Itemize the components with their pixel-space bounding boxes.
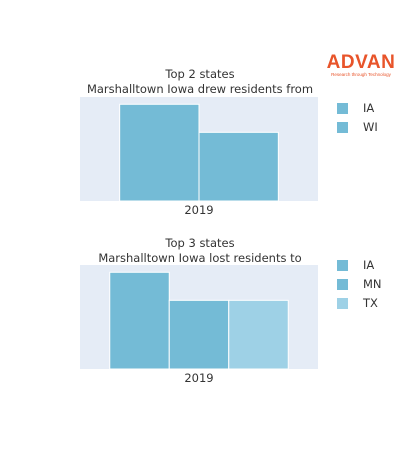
chart1-legend-swatch-wi (337, 122, 348, 133)
chart2-x-tick-label: 2019 (184, 371, 213, 385)
chart1-x-tick-label: 2019 (184, 203, 213, 217)
chart1-bar-wi (198, 131, 279, 202)
chart2-legend-swatch-ia (337, 260, 348, 271)
chart2-legend-label-ia: IA (363, 258, 374, 272)
logo-tagline: Research through Technology (331, 72, 391, 77)
chart2-bar-mn (168, 299, 230, 370)
chart2-legend-label-mn: MN (363, 277, 382, 291)
chart2-bar-ia (109, 271, 170, 370)
chart1-legend-label-wi: WI (363, 120, 378, 134)
chart1-title: Top 2 states Marshalltown Iowa drew resi… (60, 67, 340, 97)
chart1-title-line1: Top 2 states (165, 67, 235, 81)
chart2-legend-label-tx: TX (362, 296, 378, 310)
chart1-bar-ia (119, 103, 200, 202)
chart1-legend-swatch-ia (337, 103, 348, 114)
chart2-legend-swatch-mn (337, 279, 348, 290)
chart2-legend-swatch-tx (337, 298, 348, 309)
chart2-bar-tx (228, 299, 289, 370)
chart2-title-line2: Marshalltown Iowa lost residents to (98, 251, 302, 265)
advan-logo: ADVAN Research through Technology (326, 53, 396, 78)
chart1-title-line2: Marshalltown Iowa drew residents from (86, 82, 314, 96)
chart1-legend-label-ia: IA (363, 101, 374, 115)
chart2-title: Top 3 states Marshalltown Iowa lost resi… (60, 236, 340, 266)
logo-wordmark: ADVAN (326, 52, 396, 73)
chart2-title-line1: Top 3 states (165, 236, 235, 250)
